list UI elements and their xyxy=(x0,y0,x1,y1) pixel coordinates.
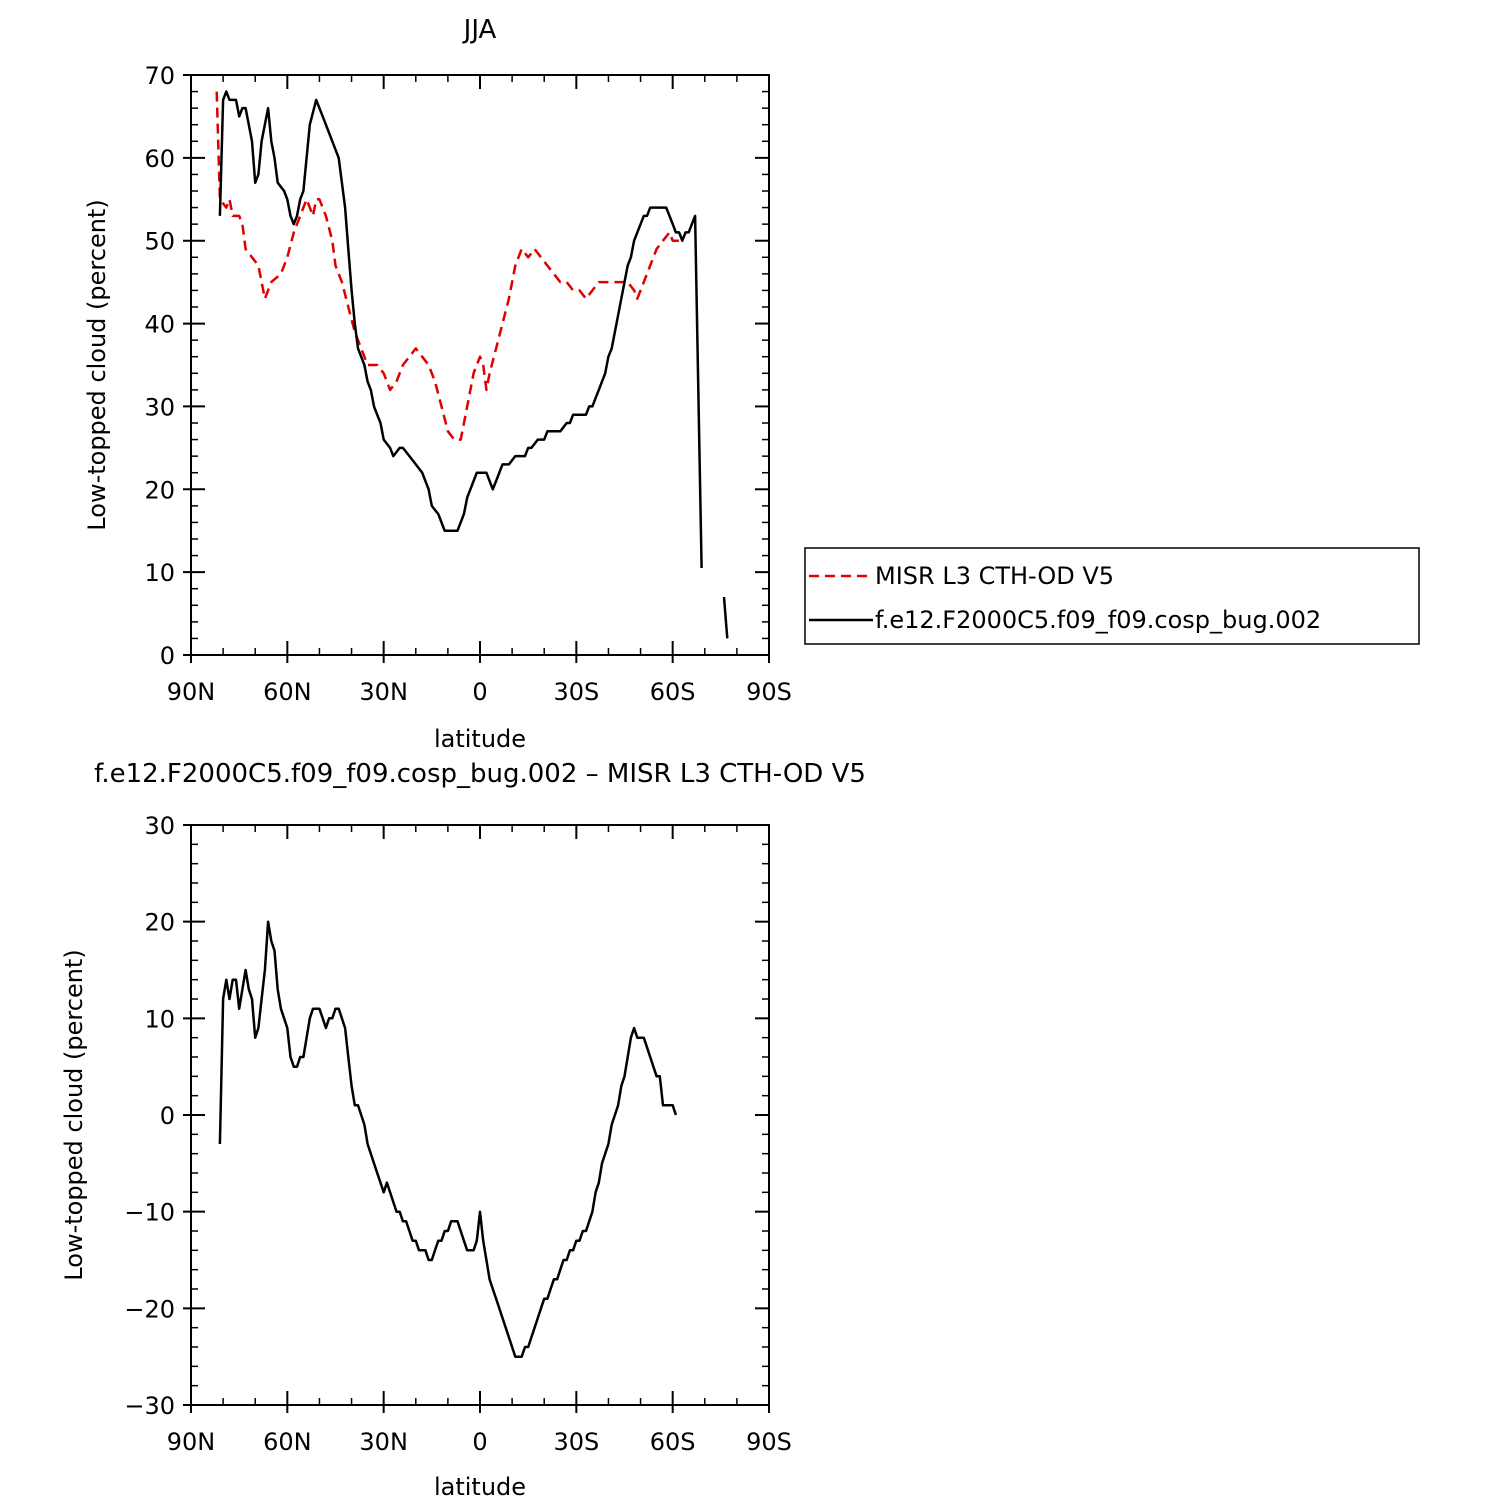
bottom-x-tick-label: 90S xyxy=(746,1428,792,1456)
top-series-1-line-0 xyxy=(218,90,703,569)
bottom-x-tick-label: 30N xyxy=(359,1428,408,1456)
top-panel: JJA 90N 60N 30N 0 30S 60S 90S 0 10 20 30 40 50 60 70 l… xyxy=(83,15,792,753)
top-x-tick-label: 30N xyxy=(359,678,408,706)
top-y-tick-label: 20 xyxy=(144,476,175,504)
bottom-y-axis-label: Low-topped cloud (percent) xyxy=(60,949,88,1280)
top-x-tick-label: 30S xyxy=(553,678,599,706)
top-series-0-line-0 xyxy=(215,91,680,441)
top-y-tick-label: 30 xyxy=(144,393,175,421)
top-plot-frame xyxy=(190,74,770,656)
top-y-tick-label: 60 xyxy=(144,145,175,173)
top-y-tick-label: 70 xyxy=(144,62,175,90)
legend: MISR L3 CTH-OD V5 f.e12.F2000C5.f09_f09.… xyxy=(804,547,1420,645)
top-chart-title: JJA xyxy=(462,15,497,45)
bottom-y-tick-label: 30 xyxy=(144,812,175,840)
bottom-y-tick-label: −20 xyxy=(124,1295,175,1323)
top-x-tick-label: 90N xyxy=(167,678,216,706)
top-y-tick-label: 50 xyxy=(144,228,175,256)
top-y-tick-label: 0 xyxy=(160,642,175,670)
legend-label-model: f.e12.F2000C5.f09_f09.cosp_bug.002 xyxy=(875,606,1321,634)
bottom-x-tick-label: 90N xyxy=(167,1428,216,1456)
bottom-series-group xyxy=(218,920,678,1358)
bottom-axis-ticks: 90N 60N 30N 0 30S 60S 90S −30 −20 −10 0 10 20 30 xyxy=(124,812,792,1456)
top-series-group xyxy=(215,90,729,639)
bottom-y-tick-label: −10 xyxy=(124,1199,175,1227)
bottom-x-tick-label: 60S xyxy=(650,1428,696,1456)
bottom-plot-frame xyxy=(190,824,770,1406)
bottom-x-tick-label: 60N xyxy=(263,1428,312,1456)
top-x-axis-label: latitude xyxy=(434,725,526,753)
bottom-y-tick-label: 0 xyxy=(160,1102,175,1130)
bottom-y-tick-label: 10 xyxy=(144,1005,175,1033)
bottom-series-0-line-0 xyxy=(218,920,678,1358)
top-x-tick-label: 60N xyxy=(263,678,312,706)
bottom-y-tick-label: −30 xyxy=(124,1392,175,1420)
bottom-y-tick-label: 20 xyxy=(144,909,175,937)
top-y-tick-label: 10 xyxy=(144,559,175,587)
top-x-tick-label: 60S xyxy=(650,678,696,706)
bottom-panel: f.e12.F2000C5.f09_f09.cosp_bug.002 – MIS… xyxy=(60,759,866,1501)
top-series-1-line-1 xyxy=(722,596,729,639)
bottom-chart-title: f.e12.F2000C5.f09_f09.cosp_bug.002 – MIS… xyxy=(94,759,866,789)
bottom-x-tick-label: 30S xyxy=(553,1428,599,1456)
top-x-tick-label: 90S xyxy=(746,678,792,706)
bottom-x-axis-label: latitude xyxy=(434,1473,526,1501)
top-axis-ticks: 90N 60N 30N 0 30S 60S 90S 0 10 20 30 40 50 60 70 xyxy=(144,62,791,706)
top-x-tick-label: 0 xyxy=(472,678,487,706)
bottom-x-tick-label: 0 xyxy=(472,1428,487,1456)
top-y-axis-label: Low-topped cloud (percent) xyxy=(83,199,111,530)
legend-label-misr: MISR L3 CTH-OD V5 xyxy=(875,562,1114,590)
top-y-tick-label: 40 xyxy=(144,311,175,339)
legend-box xyxy=(804,547,1420,645)
